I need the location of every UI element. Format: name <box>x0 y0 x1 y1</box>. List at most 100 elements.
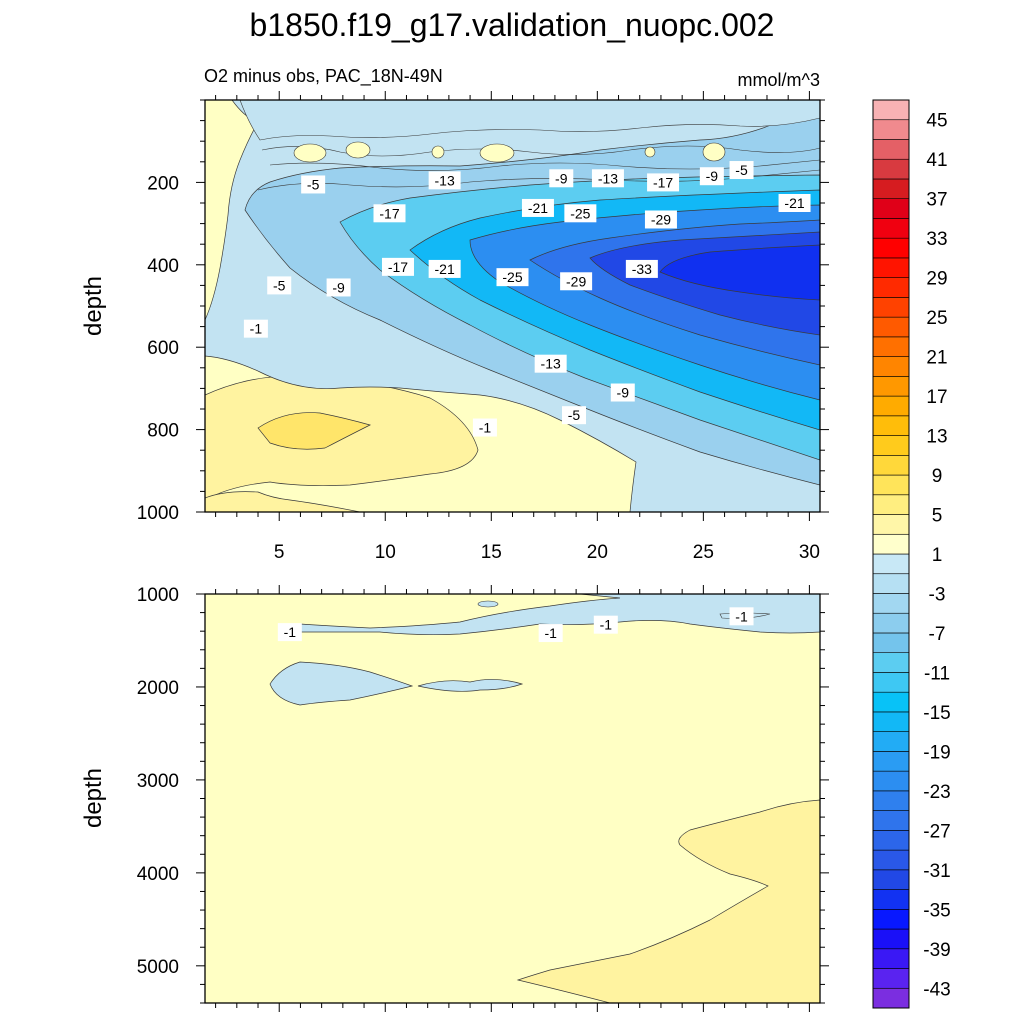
upper-contour-label-bg <box>267 276 292 295</box>
colorbar-tick-label: -15 <box>923 703 950 724</box>
upper-contour-label-bg <box>243 319 268 338</box>
lower-contour-label-text: -1 <box>735 608 748 624</box>
upper-contour-label-text: -29 <box>566 273 586 289</box>
colorbar-swatch <box>872 790 910 811</box>
colorbar-tick-label: 21 <box>926 348 947 369</box>
colorbar-swatch <box>872 593 910 614</box>
upper-contour-label-text: -17 <box>388 259 408 275</box>
colorbar-tick-label: 5 <box>932 506 943 527</box>
upper-contour-label-bg <box>699 167 724 186</box>
colorbar-swatch <box>872 277 910 298</box>
upper-contour-label-text: -25 <box>502 269 522 285</box>
colorbar-tick-label: 41 <box>926 150 947 171</box>
upper-contour-label: -5 <box>729 161 754 180</box>
lower-y-tick-label: 5000 <box>137 957 179 978</box>
upper-contour-label: -9 <box>610 383 635 402</box>
lower-panel: 1000 2000 3000 4000 5000 -1 -1 -1 -1 depth <box>80 585 829 1012</box>
upper-contour-label-text: -21 <box>528 200 548 216</box>
upper-contour-label: -13 <box>428 171 461 190</box>
upper-contour-label-text: -25 <box>570 205 590 221</box>
lower-contour-label-bg <box>538 624 563 643</box>
colorbar-swatch <box>872 494 910 515</box>
upper-contour-label-bg <box>521 198 554 217</box>
upper-contour-label-bg <box>472 418 497 437</box>
upper-contour-label: -9 <box>699 167 724 186</box>
colorbar-tick-label: 45 <box>926 111 947 132</box>
upper-contour-label: -5 <box>267 276 292 295</box>
colorbar-swatch <box>872 731 910 752</box>
colorbar-swatch <box>872 849 910 871</box>
colorbar-tick-label: 29 <box>926 269 947 290</box>
upper-contour-label-bg <box>549 169 574 188</box>
colorbar-swatch <box>872 770 910 792</box>
upper-fill-surface-band <box>239 100 820 141</box>
colorbar-tick-label: -3 <box>929 584 946 605</box>
colorbar-swatch <box>872 830 910 851</box>
lower-contour-label-bg <box>277 623 302 642</box>
colorbar-tick-label: -43 <box>923 979 950 1000</box>
colorbar-tick-label: 25 <box>926 308 947 329</box>
upper-contour-label-bg <box>301 175 326 194</box>
upper-contour-label-bg <box>647 173 680 192</box>
colorbar: -43-39-35-31-27-23-19-15-11-7-3159131721… <box>872 99 951 1009</box>
colorbar-tick-label: -11 <box>924 663 950 684</box>
colorbar-frame <box>872 99 910 1009</box>
colorbar-swatch <box>872 218 910 239</box>
colorbar-swatch <box>872 336 910 357</box>
upper-contour-label-bg <box>373 204 406 223</box>
upper-fill-deep <box>659 244 820 301</box>
upper-contour-label-bg <box>428 171 461 190</box>
upper-y-tick-label: 400 <box>147 256 179 277</box>
upper-contour-label-text: -21 <box>435 261 455 277</box>
upper-contour-label-text: -21 <box>784 195 804 211</box>
upper-contour-label: -21 <box>778 194 811 212</box>
panel-subtitle: O2 minus obs, PAC_18N-49N <box>204 66 443 87</box>
upper-x-tick-label: 20 <box>587 542 608 563</box>
upper-contour-label-text: -33 <box>632 261 652 277</box>
lower-y-tick-label: 1000 <box>137 585 179 606</box>
lower-contour-label-bg <box>729 607 754 626</box>
colorbar-tick-label: 17 <box>926 387 947 408</box>
units-label: mmol/m^3 <box>738 70 820 90</box>
upper-contour-label: -5 <box>562 406 586 425</box>
upper-contour-label-text: -1 <box>250 321 263 337</box>
upper-contour-label-text: -13 <box>435 172 455 188</box>
lower-y-tick-label: 4000 <box>137 864 179 885</box>
colorbar-tick-label: -7 <box>929 624 946 645</box>
upper-contour-label: -1 <box>472 418 497 437</box>
upper-contour-label-bg <box>591 169 624 188</box>
colorbar-swatch <box>872 395 910 417</box>
upper-contour-label: -29 <box>644 210 677 229</box>
colorbar-tick-label: 37 <box>926 190 947 211</box>
colorbar-swatch <box>872 928 910 950</box>
upper-y-tick-label: 600 <box>147 338 179 359</box>
upper-contour-label: -5 <box>301 175 326 194</box>
colorbar-swatch <box>872 948 910 969</box>
upper-contour-label-text: -17 <box>653 174 673 190</box>
upper-surface-eddies <box>293 141 726 163</box>
upper-contour-labels: -5 -13 -9 -13 -17 -9 -5 -21 -17 -21 -25 -29 -17 -21 -2… <box>243 161 811 437</box>
upper-y-tick-label: 200 <box>147 173 179 194</box>
colorbar-swatch <box>872 474 910 496</box>
colorbar-swatch <box>872 356 910 377</box>
chart-title: b1850.f19_g17.validation_nuopc.002 <box>250 7 775 43</box>
upper-fill-sand-bottom <box>205 491 361 512</box>
upper-x-tick-label: 30 <box>799 542 820 563</box>
lower-contour-label: -1 <box>538 624 563 643</box>
lower-contour-label: -1 <box>277 623 302 642</box>
colorbar-tick-label: -31 <box>923 861 950 882</box>
upper-contour-label-text: -5 <box>735 162 748 178</box>
colorbar-swatch <box>872 316 910 338</box>
upper-contour-label: -9 <box>326 278 351 297</box>
colorbar-swatch <box>872 553 910 575</box>
colorbar-tick-label: -27 <box>923 821 950 842</box>
upper-contour-label-bg <box>326 278 351 297</box>
lower-fill-lobe-2 <box>417 679 524 692</box>
colorbar-swatch <box>872 158 910 180</box>
upper-x-tick-label: 25 <box>693 542 714 563</box>
lower-contour-label-text: -1 <box>600 617 613 633</box>
upper-contour-label: -13 <box>534 354 567 373</box>
colorbar-swatch <box>872 99 910 121</box>
upper-contour-label-text: -9 <box>706 168 719 184</box>
colorbar-swatch <box>872 632 910 653</box>
